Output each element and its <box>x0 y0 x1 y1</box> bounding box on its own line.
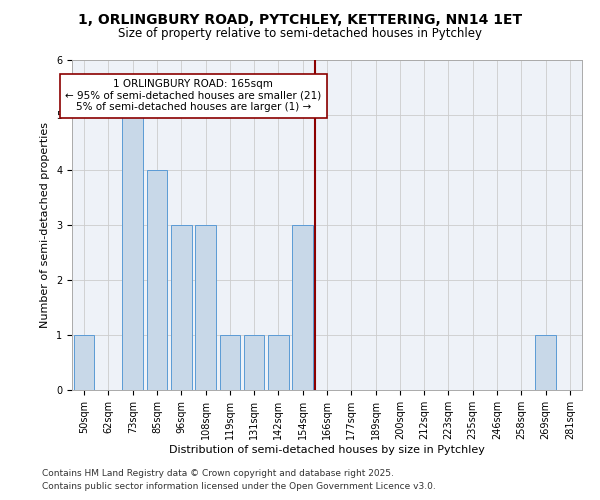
Bar <box>171 225 191 390</box>
Y-axis label: Number of semi-detached properties: Number of semi-detached properties <box>40 122 50 328</box>
Bar <box>146 170 167 390</box>
Bar <box>268 335 289 390</box>
Text: 1, ORLINGBURY ROAD, PYTCHLEY, KETTERING, NN14 1ET: 1, ORLINGBURY ROAD, PYTCHLEY, KETTERING,… <box>78 12 522 26</box>
Text: Size of property relative to semi-detached houses in Pytchley: Size of property relative to semi-detach… <box>118 28 482 40</box>
Text: Contains HM Land Registry data © Crown copyright and database right 2025.
Contai: Contains HM Land Registry data © Crown c… <box>42 470 436 491</box>
Text: 1 ORLINGBURY ROAD: 165sqm
← 95% of semi-detached houses are smaller (21)
5% of s: 1 ORLINGBURY ROAD: 165sqm ← 95% of semi-… <box>65 79 322 112</box>
X-axis label: Distribution of semi-detached houses by size in Pytchley: Distribution of semi-detached houses by … <box>169 444 485 454</box>
Bar <box>292 225 313 390</box>
Bar <box>220 335 240 390</box>
Bar <box>535 335 556 390</box>
Bar <box>244 335 265 390</box>
Bar <box>195 225 216 390</box>
Bar <box>122 115 143 390</box>
Bar <box>74 335 94 390</box>
